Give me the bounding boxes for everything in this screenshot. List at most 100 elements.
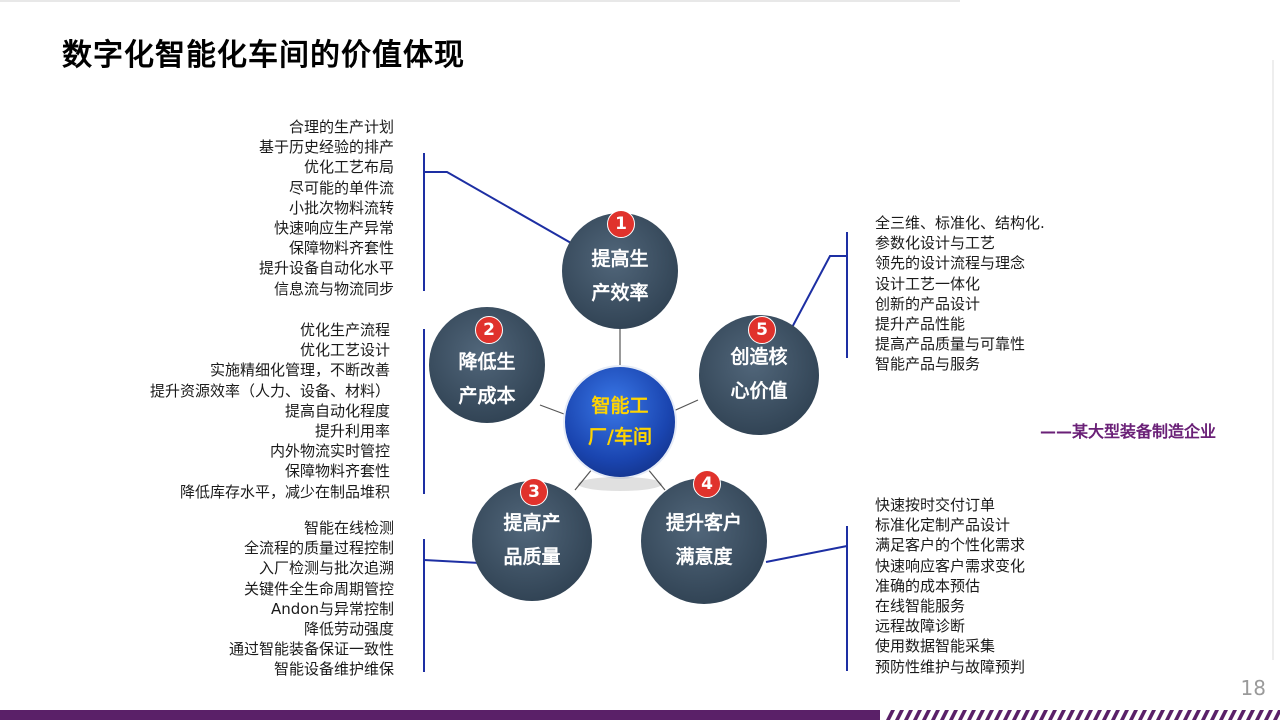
footer-stripe <box>1174 710 1183 720</box>
node-efficiency-line1: 提高生 <box>591 248 649 270</box>
list-quality: 智能在线检测 全流程的质量过程控制 入厂检测与批次追溯 关键件全生命周期管控 A… <box>229 518 394 680</box>
badge-4: 4 <box>693 470 721 498</box>
list-item: 降低库存水平，减少在制品堆积 <box>179 482 390 501</box>
list-item: 智能在线检测 <box>303 519 394 537</box>
footer-stripe <box>1066 710 1075 720</box>
footer-stripe <box>1246 710 1255 720</box>
footer-stripe <box>1003 710 1012 720</box>
list-item: 降低劳动强度 <box>303 620 394 639</box>
footer-stripe <box>1210 710 1219 720</box>
center-label-line2: 厂/车间 <box>588 426 652 448</box>
list-item: 标准化定制产品设计 <box>875 516 1011 535</box>
footer-stripe <box>1192 710 1201 720</box>
bracket-core-value <box>787 232 848 358</box>
node-core-value-line1: 创造核 <box>730 346 788 368</box>
list-item: 提升产品性能 <box>875 315 966 334</box>
list-item: 基于历史经验的排产 <box>258 138 394 157</box>
footer-stripe <box>1165 710 1174 720</box>
footer-stripe <box>1030 710 1039 720</box>
list-item: 优化工艺设计 <box>299 341 390 360</box>
node-quality-line1: 提高产 <box>503 512 561 534</box>
node-label-customer: 提升客户 满意度 <box>644 506 764 574</box>
page-number: 18 <box>1240 676 1266 700</box>
list-item: 远程故障诊断 <box>875 617 966 636</box>
center-node <box>563 365 677 479</box>
list-item: 实施精细化管理，不断改善 <box>209 361 390 380</box>
list-item: 领先的设计流程与理念 <box>875 254 1026 273</box>
list-efficiency: 合理的生产计划 基于历史经验的排产 优化工艺布局 尽可能的单件流 小批次物料流转… <box>259 117 394 299</box>
footer-stripe <box>1147 710 1156 720</box>
list-item: 全三维、标准化、结构化. <box>875 214 1045 232</box>
list-item: 信息流与物流同步 <box>273 279 394 298</box>
bracket-efficiency <box>423 153 579 291</box>
node-customer <box>641 478 767 604</box>
bracket-customer <box>765 526 848 671</box>
node-label-cost: 降低生 产成本 <box>427 345 547 413</box>
list-item: 关键件全生命周期管控 <box>243 579 394 598</box>
footer-stripe <box>922 710 931 720</box>
badge-5: 5 <box>748 316 776 344</box>
footer-stripe <box>1228 710 1237 720</box>
footer-stripe <box>1084 710 1093 720</box>
list-item: 提升资源效率（人力、设备、材料） <box>149 381 390 400</box>
list-item: 快速按时交付订单 <box>875 496 996 514</box>
node-efficiency-line2: 产效率 <box>591 282 649 304</box>
node-cost-line2: 产成本 <box>458 385 516 407</box>
list-item: 参数化设计与工艺 <box>875 234 996 253</box>
list-item: 满足客户的个性化需求 <box>875 536 1026 555</box>
node-label-quality: 提高产 品质量 <box>472 506 592 574</box>
footer-stripe <box>1273 710 1280 720</box>
footer-stripe <box>1075 710 1084 720</box>
list-item: 通过智能装备保证一致性 <box>228 640 394 659</box>
footer-stripe <box>1219 710 1228 720</box>
list-item: 全流程的质量过程控制 <box>243 539 394 558</box>
list-item: 智能产品与服务 <box>875 355 981 374</box>
footer-stripe <box>1183 710 1192 720</box>
badge-3: 3 <box>520 478 548 506</box>
list-item: 提高产品质量与可靠性 <box>875 335 1026 354</box>
node-cost-line1: 降低生 <box>458 351 516 373</box>
list-cost: 优化生产流程 优化工艺设计 实施精细化管理，不断改善 提升资源效率（人力、设备、… <box>150 320 390 502</box>
footer-stripe <box>1021 710 1030 720</box>
list-item: 入厂检测与批次追溯 <box>258 559 394 578</box>
footer-stripe <box>985 710 994 720</box>
attribution: ——某大型装备制造企业 <box>1040 422 1217 441</box>
footer-stripe <box>1012 710 1021 720</box>
footer-stripe <box>913 710 922 720</box>
node-customer-line1: 提升客户 <box>665 512 742 534</box>
list-item: 使用数据智能采集 <box>875 637 996 656</box>
list-item: 提高自动化程度 <box>284 401 390 420</box>
badge-2: 2 <box>475 316 503 344</box>
list-item: 提升利用率 <box>314 422 390 441</box>
footer-stripe <box>1039 710 1048 720</box>
list-item: 优化工艺布局 <box>303 158 394 177</box>
footer-stripe <box>895 710 904 720</box>
list-item: 在线智能服务 <box>875 597 966 616</box>
footer-stripe <box>940 710 949 720</box>
list-item: 预防性维护与故障预判 <box>875 657 1026 676</box>
node-efficiency <box>562 213 678 329</box>
node-customer-line2: 满意度 <box>675 546 733 568</box>
list-item: 创新的产品设计 <box>875 294 981 313</box>
footer-stripe <box>1048 710 1057 720</box>
footer-stripe <box>1120 710 1129 720</box>
footer-stripe <box>976 710 985 720</box>
node-core-value-line2: 心价值 <box>730 380 788 402</box>
footer-stripe <box>904 710 913 720</box>
footer-stripe <box>1111 710 1120 720</box>
center-label-line1: 智能工 <box>591 395 649 417</box>
footer-bar <box>0 710 1280 720</box>
footer-stripe <box>994 710 1003 720</box>
list-item: 快速响应生产异常 <box>273 219 394 238</box>
center-shadow <box>578 477 662 491</box>
list-item: 内外物流实时管控 <box>269 442 390 461</box>
bracket-quality <box>423 539 481 672</box>
right-rule <box>1272 60 1274 660</box>
footer-stripe <box>949 710 958 720</box>
list-core-value: 全三维、标准化、结构化. 参数化设计与工艺 领先的设计流程与理念 设计工艺一体化… <box>875 213 1045 375</box>
list-item: 小批次物料流转 <box>288 198 394 217</box>
node-cost <box>429 307 545 423</box>
list-item: 优化生产流程 <box>299 321 390 339</box>
list-item: 合理的生产计划 <box>288 118 394 136</box>
